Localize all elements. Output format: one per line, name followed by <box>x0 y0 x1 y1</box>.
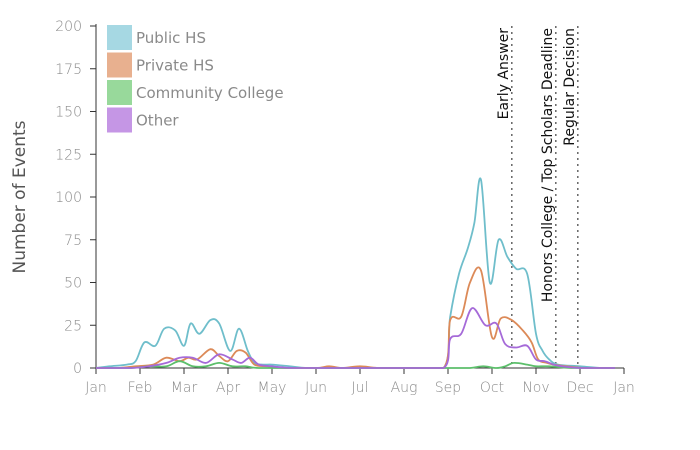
x-tick-label: Nov <box>522 380 549 396</box>
annotation-label: Regular Decision <box>562 28 578 146</box>
x-tick-label: Aug <box>391 380 418 396</box>
legend-swatch <box>107 107 132 133</box>
y-axis: 0 25 50 75 100 125 150 175 200 <box>55 19 97 377</box>
series-line-private-hs <box>96 266 616 369</box>
y-tick-label: 200 <box>55 19 82 35</box>
legend-label: Private HS <box>136 57 214 75</box>
y-tick-label: 0 <box>73 361 82 377</box>
legend-swatch <box>107 52 132 78</box>
legend-label: Community College <box>136 84 284 102</box>
x-tick-label: Jan <box>613 380 635 396</box>
annotation-group: Early Answer Honors College / Top Scholar… <box>496 26 579 368</box>
series-line-other <box>96 307 616 369</box>
x-tick-label: Oct <box>480 380 504 396</box>
x-tick-label: Jul <box>352 380 369 396</box>
x-tick-label: Mar <box>171 380 198 396</box>
x-tick-group: Jan Feb Mar Apr May Jun Jul Aug Sep Oct Nov Dec Jan <box>85 368 635 396</box>
series-line-public-hs <box>95 177 616 369</box>
y-tick-label: 125 <box>55 147 82 163</box>
y-tick-label: 175 <box>55 62 82 78</box>
x-tick-label: Jun <box>305 380 327 396</box>
y-axis-title: Number of Events <box>10 120 30 273</box>
legend-label: Other <box>136 112 179 130</box>
x-tick-label: Dec <box>566 380 593 396</box>
y-tick-label: 100 <box>55 190 82 206</box>
annotation-label: Honors College / Top Scholars Deadline <box>540 28 556 302</box>
x-tick-label: Sep <box>435 380 461 396</box>
legend-swatch <box>107 80 132 105</box>
legend-swatch <box>107 25 132 50</box>
legend-label: Public HS <box>136 29 206 47</box>
y-tick-label: 50 <box>64 276 82 292</box>
y-tick-label: 150 <box>55 105 82 121</box>
x-tick-label: Apr <box>216 380 240 396</box>
annotation-label: Early Answer <box>496 28 512 120</box>
y-tick-label: 75 <box>64 233 82 249</box>
x-tick-label: Feb <box>128 380 153 396</box>
legend: Public HS Private HS Community College Othe… <box>107 25 284 133</box>
y-tick-group: 0 25 50 75 100 125 150 175 200 <box>55 19 96 377</box>
series-group <box>95 177 616 369</box>
x-tick-label: Jan <box>85 380 107 396</box>
y-tick-label: 25 <box>64 318 82 334</box>
x-axis: Jan Feb Mar Apr May Jun Jul Aug Sep Oct Nov Dec Jan <box>85 367 635 396</box>
x-tick-label: May <box>258 380 287 396</box>
